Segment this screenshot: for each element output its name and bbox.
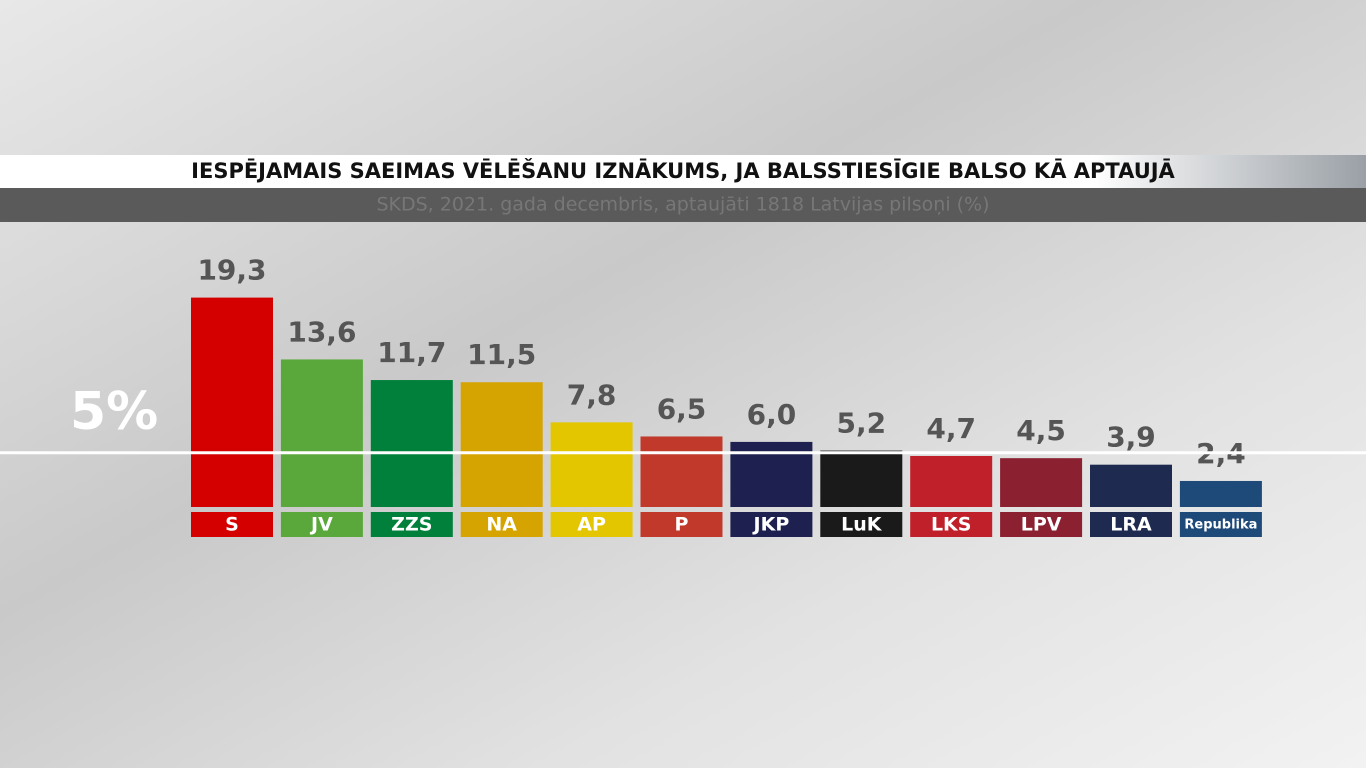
category-chip [640, 512, 723, 537]
x-tick-label: P [675, 514, 689, 536]
bar [550, 422, 633, 507]
bar [640, 436, 723, 507]
category-chip [730, 512, 813, 537]
value-label: 13,6 [287, 315, 356, 348]
value-label: 5,2 [836, 407, 886, 440]
value-label: 4,5 [1016, 414, 1066, 447]
x-tick-label: JKP [752, 514, 790, 536]
x-tick-label: JV [309, 514, 333, 536]
chart-title: IESPĒJAMAIS SAEIMAS VĒLĒŠANU IZNĀKUMS, J… [191, 158, 1175, 183]
x-tick-label: LuK [841, 514, 883, 536]
category-chip [1000, 512, 1083, 537]
bar [191, 297, 273, 507]
bar [820, 450, 903, 507]
x-tick-label: AP [577, 514, 606, 536]
x-tick-label: LRA [1110, 514, 1152, 536]
category-chip [820, 512, 903, 537]
category-chip [1179, 512, 1262, 537]
value-label: 7,8 [567, 378, 617, 411]
category-chip [1090, 512, 1172, 537]
category-chip [460, 512, 543, 537]
value-label: 6,5 [657, 392, 707, 425]
category-chip [280, 512, 363, 537]
x-tick-label: LPV [1021, 514, 1062, 536]
category-chip [191, 512, 273, 537]
bar [280, 359, 363, 507]
bar [370, 380, 453, 507]
bar [1179, 480, 1262, 507]
value-label: 11,7 [377, 336, 446, 369]
x-tick-label: ZZS [391, 514, 432, 536]
title-band [0, 155, 1366, 188]
value-label: 4,7 [926, 412, 976, 445]
bar [1090, 464, 1172, 507]
category-chip [910, 512, 993, 537]
category-chip [550, 512, 633, 537]
x-tick-label: S [225, 514, 239, 536]
threshold-label: 5% [70, 382, 158, 442]
chart-subtitle: SKDS, 2021. gada decembris, aptaujāti 18… [376, 194, 989, 216]
bar [460, 382, 543, 507]
bar [1000, 458, 1083, 507]
x-tick-label: LKS [931, 514, 972, 536]
value-label: 3,9 [1106, 421, 1156, 454]
x-tick-label: Republika [1184, 518, 1257, 533]
x-tick-label: NA [486, 514, 517, 536]
bar [910, 456, 993, 507]
value-label: 19,3 [197, 254, 266, 287]
value-label: 6,0 [747, 398, 797, 431]
category-chip [370, 512, 453, 537]
value-label: 11,5 [467, 338, 536, 371]
subtitle-band [0, 188, 1366, 222]
